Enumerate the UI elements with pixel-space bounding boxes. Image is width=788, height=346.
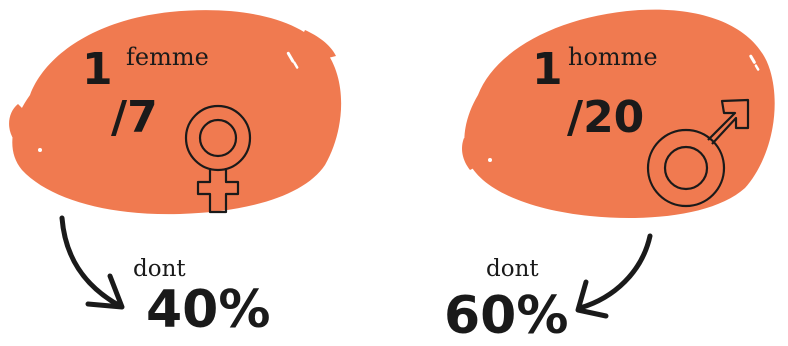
left-numerator: 1 xyxy=(82,44,113,95)
left-blob xyxy=(12,10,342,215)
blob-specks xyxy=(38,51,760,162)
right-numerator: 1 xyxy=(532,44,563,95)
right-arrow-icon xyxy=(575,233,653,319)
right-label: homme xyxy=(568,43,658,71)
artwork-layer xyxy=(9,9,775,319)
left-dont: dont xyxy=(133,256,186,282)
left-percent: 40% xyxy=(146,280,271,340)
left-ratio: /7 xyxy=(111,92,158,143)
left-arrow-icon xyxy=(59,215,125,310)
right-blob xyxy=(464,9,775,218)
right-percent: 60% xyxy=(444,286,569,346)
left-label: femme xyxy=(126,43,209,71)
infographic: 1 femme /7 dont 40% 1 homme /20 dont 60% xyxy=(9,9,775,342)
right-blob-edge xyxy=(462,138,478,170)
right-ratio: /20 xyxy=(567,92,645,143)
female-symbol-icon xyxy=(184,104,252,214)
male-symbol-icon xyxy=(646,98,750,208)
right-dont: dont xyxy=(486,256,539,282)
